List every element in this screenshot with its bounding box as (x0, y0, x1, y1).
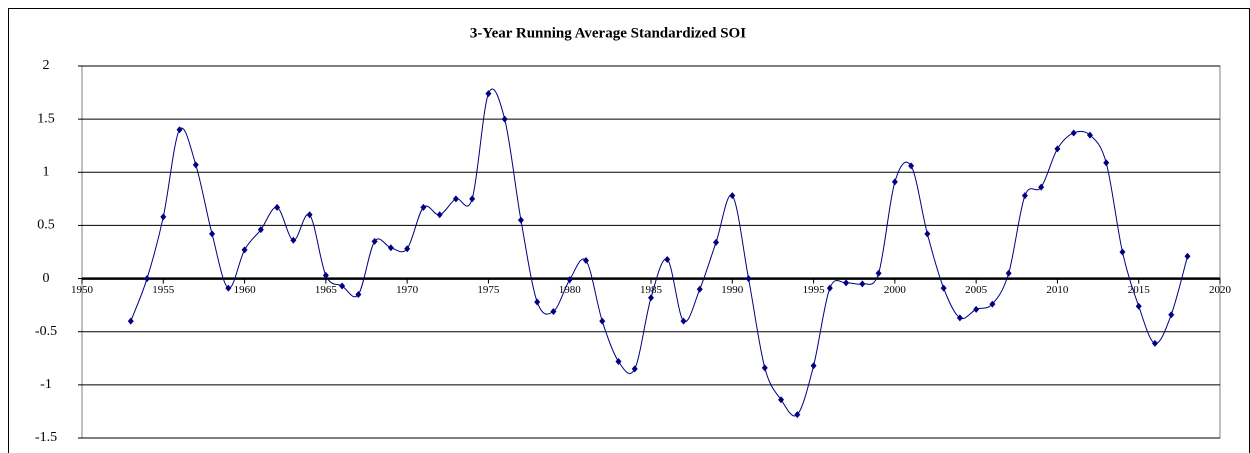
point-marker (225, 284, 232, 292)
point-marker (371, 237, 378, 245)
point-marker (517, 216, 524, 224)
y-tick-label: 0.5 (37, 218, 55, 233)
x-tick-label: 1965 (315, 284, 338, 296)
point-marker (160, 213, 167, 221)
y-tick-label: 1.5 (37, 111, 55, 126)
x-tick-label: 1950 (71, 284, 94, 296)
x-tick-label: 1970 (396, 284, 419, 296)
y-tick-label: -1 (40, 377, 52, 392)
point-marker (599, 317, 606, 325)
point-marker (810, 362, 817, 370)
point-marker (436, 211, 443, 219)
point-marker (1038, 183, 1045, 191)
point-marker (209, 230, 216, 238)
chart-title: 3-Year Running Average Standardized SOI (470, 25, 746, 41)
point-marker (908, 162, 915, 170)
point-marker (241, 246, 248, 254)
x-tick-label: 2015 (1128, 284, 1151, 296)
point-marker (485, 90, 492, 98)
point-marker (940, 284, 947, 292)
x-tick-label: 1995 (803, 284, 826, 296)
x-tick-label: 1960 (234, 284, 257, 296)
point-marker (582, 257, 589, 265)
x-tick-label: 1975 (477, 284, 500, 296)
y-tick-label: -0.5 (35, 324, 57, 339)
point-marker (1054, 145, 1061, 153)
point-marker (322, 271, 329, 279)
point-marker (1103, 159, 1110, 167)
point-marker (989, 300, 996, 308)
point-marker (826, 284, 833, 292)
point-marker (761, 364, 768, 372)
point-marker (631, 365, 638, 373)
point-marker (404, 245, 411, 253)
point-marker (891, 178, 898, 186)
point-marker (924, 230, 931, 238)
point-marker (452, 195, 459, 203)
point-marker (274, 203, 281, 211)
point-marker (696, 285, 703, 293)
chart-border (8, 8, 1250, 453)
x-tick-label: 2005 (965, 284, 988, 296)
point-marker (257, 226, 264, 234)
point-marker (144, 275, 151, 283)
x-tick-label: 1980 (559, 284, 582, 296)
point-marker (1184, 252, 1191, 260)
point-marker (843, 279, 850, 287)
point-marker (192, 161, 199, 169)
point-marker (306, 211, 313, 219)
point-marker (615, 357, 622, 365)
point-marker (355, 291, 362, 299)
point-marker (1151, 339, 1158, 347)
point-marker (680, 317, 687, 325)
point-marker (859, 280, 866, 288)
x-tick-label: 1955 (152, 284, 175, 296)
point-marker (973, 305, 980, 313)
point-marker (550, 308, 557, 316)
point-marker (794, 411, 801, 419)
y-tick-label: 0 (43, 271, 50, 286)
point-marker (664, 255, 671, 263)
point-marker (339, 282, 346, 290)
x-tick-label: 2010 (1046, 284, 1069, 296)
x-tick-label: 1985 (640, 284, 663, 296)
y-tick-label: 1 (43, 165, 50, 180)
series-line (130, 88, 1188, 417)
y-tick-label: 2 (43, 58, 50, 73)
point-marker (745, 275, 752, 283)
point-marker (956, 314, 963, 322)
point-marker (1005, 269, 1012, 277)
point-marker (127, 317, 134, 325)
point-marker (713, 238, 720, 246)
point-marker (1021, 192, 1028, 200)
point-marker (534, 298, 541, 306)
point-marker (176, 126, 183, 134)
point-marker (1086, 131, 1093, 139)
point-marker (1119, 248, 1126, 256)
point-marker (729, 192, 736, 200)
point-marker (1168, 311, 1175, 319)
x-tick-label: 2020 (1209, 284, 1232, 296)
x-tick-label: 2000 (884, 284, 907, 296)
plot-area (81, 65, 1221, 439)
point-marker (648, 294, 654, 302)
x-tick-label: 1990 (721, 284, 744, 296)
point-marker (1070, 129, 1077, 137)
point-marker (778, 396, 785, 404)
point-marker (566, 276, 573, 284)
point-marker (1135, 302, 1142, 310)
y-tick-label: -1.5 (35, 430, 57, 445)
point-marker (875, 269, 882, 277)
point-marker (469, 195, 476, 203)
point-marker (501, 115, 508, 123)
point-marker (387, 244, 394, 252)
point-marker (420, 203, 427, 211)
point-marker (290, 236, 297, 244)
